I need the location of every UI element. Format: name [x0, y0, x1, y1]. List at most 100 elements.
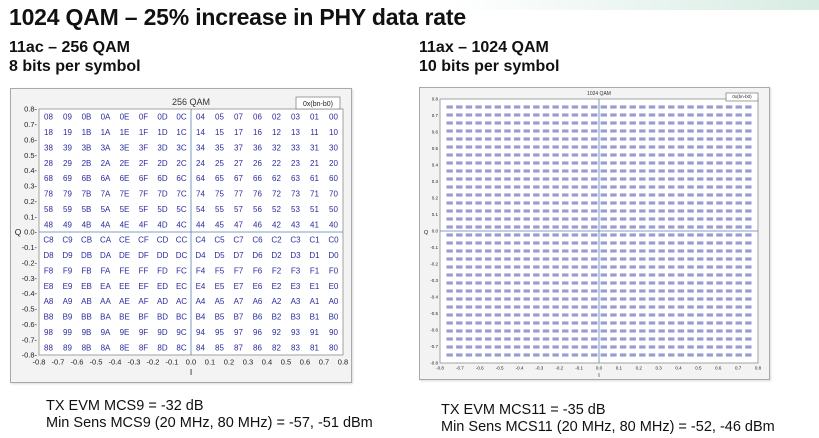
constellation-point-label: 10 — [329, 128, 338, 137]
constellation-point — [523, 345, 530, 349]
constellation-point — [639, 105, 646, 109]
constellation-point — [716, 241, 723, 245]
constellation-point-label: 7E — [120, 190, 130, 199]
constellation-point — [648, 273, 656, 277]
constellation-point — [610, 209, 617, 213]
constellation-point — [735, 169, 742, 173]
constellation-point-label: 1C — [176, 128, 186, 137]
constellation-point — [504, 201, 511, 205]
constellation-point — [562, 337, 569, 341]
constellation-point — [639, 209, 646, 213]
qam1024-y-tick-label: 0.7 — [432, 113, 439, 118]
constellation-point — [696, 289, 704, 293]
constellation-point — [610, 201, 617, 205]
constellation-point — [571, 233, 579, 237]
constellation-point — [581, 145, 588, 149]
constellation-point — [716, 257, 723, 261]
constellation-point — [465, 161, 473, 165]
constellation-point — [590, 257, 598, 261]
constellation-point — [668, 145, 675, 149]
constellation-point — [581, 129, 588, 133]
constellation-point — [562, 281, 569, 285]
constellation-point-label: F8 — [44, 266, 54, 275]
constellation-point — [716, 185, 723, 189]
constellation-point — [504, 121, 511, 125]
constellation-point — [590, 153, 598, 157]
constellation-point — [513, 177, 521, 181]
constellation-point — [552, 129, 559, 133]
constellation-point — [590, 193, 598, 197]
constellation-point-label: 9B — [82, 328, 92, 337]
constellation-point — [735, 105, 742, 109]
constellation-point — [668, 185, 675, 189]
constellation-point — [465, 177, 473, 181]
constellation-point — [716, 161, 723, 165]
constellation-point — [581, 345, 588, 349]
constellation-point — [456, 241, 463, 245]
constellation-point-label: 86 — [253, 343, 262, 352]
constellation-point-label: 4C — [176, 220, 186, 229]
constellation-point-label: D5 — [214, 251, 225, 260]
constellation-point — [639, 313, 646, 317]
constellation-point — [610, 345, 617, 349]
constellation-point — [716, 217, 723, 221]
constellation-point — [716, 329, 723, 333]
constellation-point — [562, 217, 569, 221]
constellation-point-label: CE — [119, 236, 130, 245]
constellation-point — [610, 329, 617, 333]
constellation-point — [735, 217, 742, 221]
constellation-point — [484, 169, 492, 173]
constellation-point — [581, 153, 588, 157]
constellation-point — [677, 105, 685, 109]
constellation-point — [725, 177, 733, 181]
constellation-point-label: 15 — [215, 128, 224, 137]
constellation-point-label: C1 — [309, 236, 320, 245]
constellation-point — [446, 153, 453, 157]
constellation-point-label: EA — [100, 282, 111, 291]
constellation-point-label: 2F — [139, 159, 148, 168]
constellation-point-label: BD — [157, 313, 168, 322]
constellation-point — [706, 305, 714, 309]
constellation-point — [648, 241, 656, 245]
constellation-point — [696, 209, 704, 213]
constellation-point — [735, 209, 742, 213]
qam256-y-tick-label: 0.0- — [24, 228, 37, 237]
constellation-point — [706, 169, 714, 173]
constellation-point — [562, 233, 569, 237]
constellation-point-label: 1E — [120, 128, 130, 137]
constellation-point — [504, 209, 511, 213]
constellation-point — [610, 353, 617, 357]
constellation-point — [648, 305, 656, 309]
constellation-point — [706, 281, 714, 285]
constellation-point — [658, 193, 665, 197]
constellation-point — [504, 137, 511, 141]
constellation-point — [504, 321, 511, 325]
constellation-point — [648, 257, 656, 261]
constellation-point — [504, 305, 511, 309]
constellation-point-label: F2 — [272, 266, 282, 275]
qam1024-constellation-chart: 1024 QAM 0x(bn-b0) -0.8 -0.7 -0.6 -0.5 -0.4 -0.… — [424, 91, 762, 379]
constellation-point — [571, 281, 579, 285]
constellation-point — [725, 113, 733, 117]
constellation-point — [610, 113, 617, 117]
qam256-x-tick-label: 0.7 — [319, 358, 329, 367]
qam1024-x-tick-label: 0.6 — [715, 366, 722, 371]
constellation-point — [562, 241, 569, 245]
constellation-point — [629, 113, 636, 117]
constellation-point-label: C0 — [328, 236, 339, 245]
constellation-point — [706, 217, 714, 221]
constellation-point — [446, 217, 453, 221]
constellation-point — [735, 185, 742, 189]
constellation-point-label: D3 — [290, 251, 301, 260]
constellation-point — [629, 177, 636, 181]
constellation-point-label: 58 — [44, 205, 53, 214]
constellation-point — [513, 217, 521, 221]
constellation-point — [571, 121, 579, 125]
constellation-point — [552, 337, 559, 341]
constellation-point — [725, 225, 733, 229]
constellation-point-label: 84 — [196, 343, 205, 352]
constellation-point — [648, 265, 656, 269]
constellation-point — [446, 121, 453, 125]
constellation-point — [725, 145, 733, 149]
constellation-point — [562, 321, 569, 325]
